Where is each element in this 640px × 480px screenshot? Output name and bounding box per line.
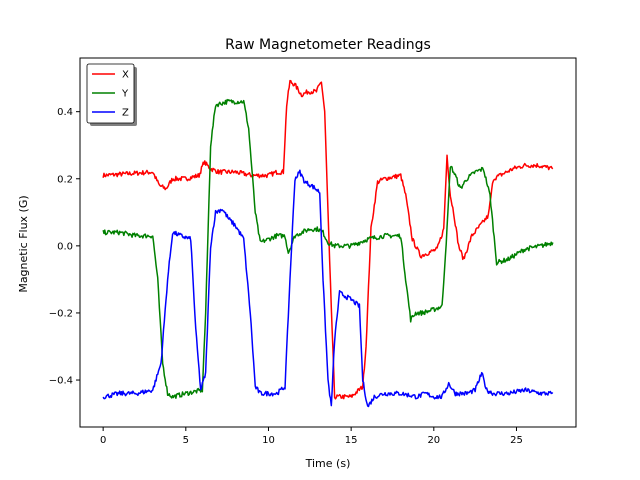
y-axis-label: Magnetic Flux (G): [17, 195, 30, 292]
legend-label-z: Z: [122, 108, 129, 119]
legend: XYZ: [86, 63, 137, 126]
chart-title: Raw Magnetometer Readings: [225, 37, 431, 53]
y-tick-label: 0.2: [57, 174, 73, 185]
series-line-y: [102, 98, 554, 399]
y-tick-label: 0.4: [57, 107, 73, 118]
x-tick-label: 5: [183, 435, 189, 446]
y-tick-label: 0.0: [57, 241, 73, 252]
legend-label-x: X: [122, 70, 129, 81]
axes-frame: [79, 57, 577, 428]
series-line-z: [102, 169, 554, 408]
x-axis-label: Time (s): [305, 457, 351, 470]
legend-label-y: Y: [121, 89, 129, 100]
x-tick-label: 10: [262, 435, 275, 446]
plot-area: 0 5 10 15 20 25 −0.4 −0.2 0.0 0.2 0.4: [49, 57, 577, 446]
y-tick-label: −0.4: [49, 376, 73, 387]
y-tick-label: −0.2: [49, 308, 73, 319]
x-tick-label: 25: [510, 435, 523, 446]
x-tick-label: 0: [100, 435, 106, 446]
x-tick-label: 15: [345, 435, 358, 446]
x-tick-label: 20: [427, 435, 440, 446]
series-line-x: [102, 79, 554, 400]
